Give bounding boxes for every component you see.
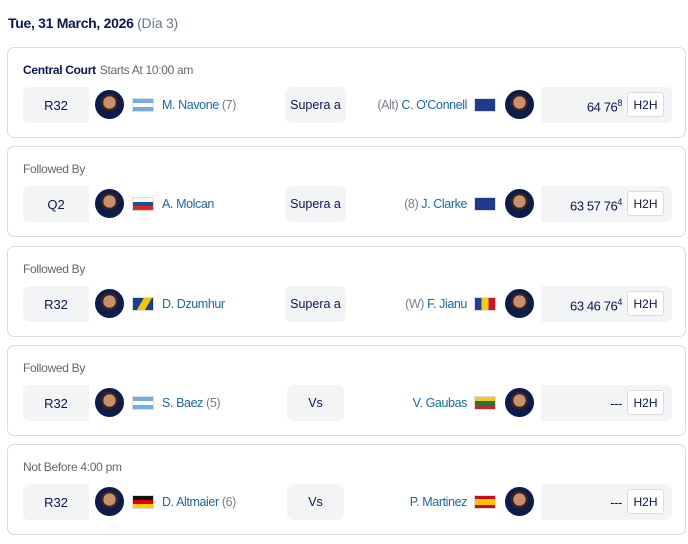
player1-avatar [95,487,124,516]
australia-flag-icon [474,98,496,112]
match-header: Followed By [23,162,85,176]
match-result-label: Supera a [285,286,346,322]
match-header: Followed By [23,262,85,276]
player2-name[interactable]: (8) J. Clarke [404,197,467,211]
player2-avatar [505,189,534,218]
player2-seed: (Alt) [377,98,399,112]
schedule-date: Tue, 31 March, 2026 (Día 3) [8,15,178,31]
match-header: Followed By [23,361,85,375]
player2-name[interactable]: V. Gaubas [412,396,468,410]
player1-name[interactable]: S. Baez (5) [162,396,221,410]
match-result-label: Supera a [285,186,346,222]
match-time-label: Followed By [23,262,86,276]
player1-name[interactable]: A. Molcan [162,197,214,211]
player1-seed: (5) [206,396,221,410]
score-box: 63 46 764 H2H [541,286,672,322]
player2-avatar [505,90,534,119]
player1-avatar [95,388,124,417]
match-card[interactable]: Central Court Starts At 10:00 am R32 M. N… [7,47,686,138]
round-label: R32 [23,385,89,421]
match-result-label: Supera a [285,87,346,123]
player1-seed: (6) [221,495,236,509]
score-text: --- [610,495,622,510]
score-text: --- [610,396,622,411]
tiebreak-score: 4 [617,197,622,207]
player2-avatar [505,487,534,516]
romania-flag-icon [474,297,496,311]
player2-name[interactable]: (Alt) C. O'Connell [377,98,467,112]
score-text: 63 46 764 [569,297,622,314]
h2h-button[interactable]: H2H [627,291,664,316]
score-box: 63 57 764 H2H [541,186,672,222]
bosnia-flag-icon [132,297,154,311]
match-time-label: Not Before 4:00 pm [23,460,122,474]
score-box: --- H2H [541,484,672,520]
round-label: R32 [23,484,89,520]
date-text: Tue, 31 March, 2026 [8,15,134,31]
match-result-label: Vs [287,484,344,520]
germany-flag-icon [132,495,154,509]
day-number: (Día 3) [137,15,178,31]
player1-avatar [95,289,124,318]
lithuania-flag-icon [474,396,496,410]
match-card[interactable]: Followed By R32 S. Baez (5) Vs V. Gaubas… [7,345,686,436]
h2h-button[interactable]: H2H [627,92,664,117]
player1-seed: (7) [221,98,236,112]
player1-name[interactable]: M. Navone (7) [162,98,236,112]
h2h-button[interactable]: H2H [627,191,664,216]
player1-avatar [95,189,124,218]
match-time-label: Starts At 10:00 am [99,63,194,77]
argentina-flag-icon [132,98,154,112]
round-label: R32 [23,87,89,123]
round-label: Q2 [23,186,89,222]
uk-flag-icon [474,197,496,211]
player2-seed: (W) [405,297,425,311]
score-text: 64 768 [586,98,623,115]
score-box: 64 768 H2H [541,87,672,123]
match-result-label: Vs [287,385,344,421]
slovakia-flag-icon [132,197,154,211]
player1-name[interactable]: D. Altmaier (6) [162,495,236,509]
match-header: Not Before 4:00 pm [23,460,122,474]
player1-name[interactable]: D. Dzumhur [162,297,225,311]
player2-name[interactable]: (W) F. Jianu [405,297,467,311]
match-header: Central Court Starts At 10:00 am [23,63,193,77]
tiebreak-score: 4 [617,297,622,307]
score-box: --- H2H [541,385,672,421]
match-card[interactable]: Followed By R32 D. Dzumhur Supera a (W) … [7,246,686,337]
match-time-label: Followed By [23,361,86,375]
h2h-button[interactable]: H2H [627,390,664,415]
match-card[interactable]: Not Before 4:00 pm R32 D. Altmaier (6) V… [7,444,686,535]
player1-avatar [95,90,124,119]
round-label: R32 [23,286,89,322]
player2-avatar [505,289,534,318]
spain-flag-icon [474,495,496,509]
argentina-flag-icon [132,396,154,410]
h2h-button[interactable]: H2H [627,489,664,514]
match-time-label: Followed By [23,162,86,176]
player2-seed: (8) [404,197,419,211]
match-card[interactable]: Followed By Q2 A. Molcan Supera a (8) J.… [7,146,686,237]
tiebreak-score: 8 [617,98,622,108]
player2-name[interactable]: P. Martinez [409,495,468,509]
court-name: Central Court [23,63,96,77]
player2-avatar [505,388,534,417]
score-text: 63 57 764 [569,197,622,214]
